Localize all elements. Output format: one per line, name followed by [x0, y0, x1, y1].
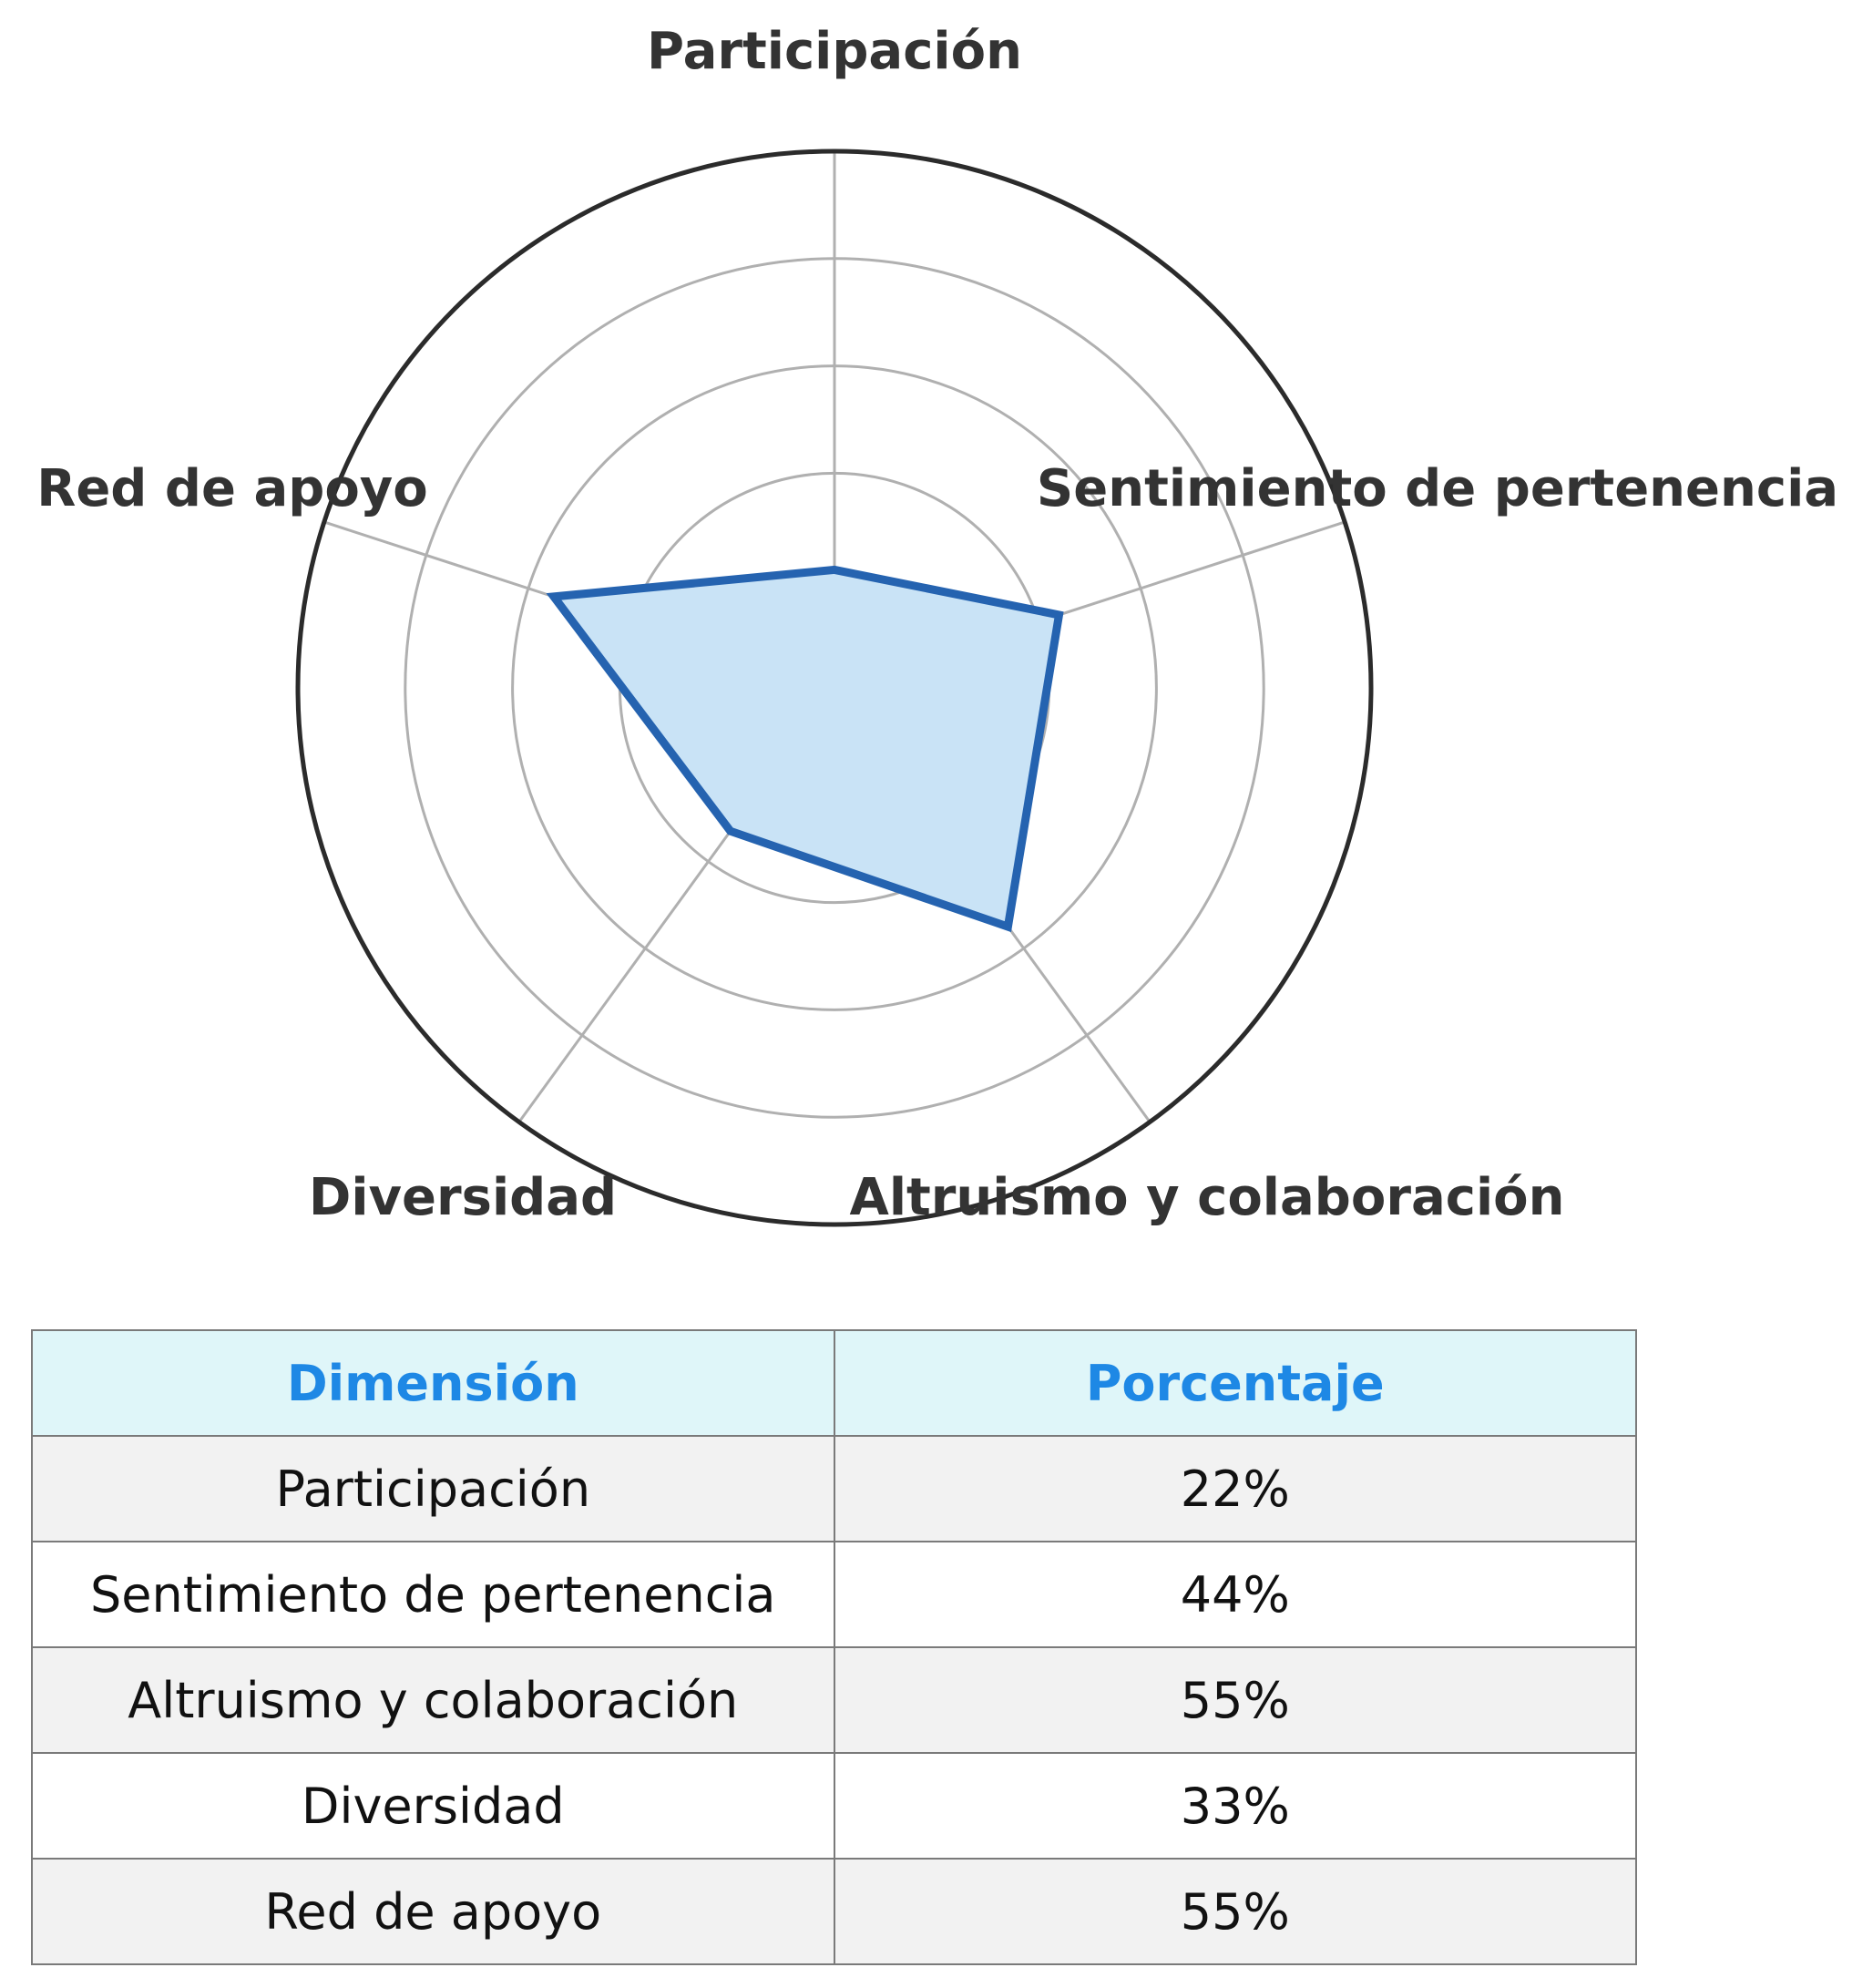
- axis-label: Sentimiento de pertenencia: [1037, 459, 1838, 518]
- table-cell-percentage: 33%: [833, 1752, 1637, 1860]
- table-cell-dimension: Diversidad: [31, 1752, 835, 1860]
- radar-chart: Participación Sentimiento de pertenencia A…: [36, 22, 1838, 1227]
- table-cell-percentage: 55%: [833, 1858, 1637, 1965]
- outer-ring: [295, 149, 1374, 1227]
- table-cell-dimension: Altruismo y colaboración: [31, 1646, 835, 1754]
- table-row: Altruismo y colaboración 55%: [31, 1646, 1637, 1754]
- axis-label: Altruismo y colaboración: [850, 1168, 1565, 1227]
- series-polygon: [546, 565, 1064, 933]
- axis-label: Participación: [647, 22, 1022, 81]
- header-percentage: Porcentaje: [833, 1329, 1637, 1437]
- header-dimension: Dimensión: [31, 1329, 835, 1437]
- table-cell-dimension: Red de apoyo: [31, 1858, 835, 1965]
- table-row: Sentimiento de pertenencia 44%: [31, 1541, 1637, 1648]
- data-table: Dimensión Porcentaje Participación 22% S…: [31, 1329, 1637, 1965]
- axis-labels: Participación Sentimiento de pertenencia A…: [36, 22, 1838, 1227]
- table-row: Diversidad 33%: [31, 1752, 1637, 1860]
- table-cell-percentage: 44%: [833, 1541, 1637, 1648]
- table-cell-dimension: Participación: [31, 1435, 835, 1542]
- axis-label: Diversidad: [309, 1168, 617, 1227]
- table-header-row: Dimensión Porcentaje: [31, 1329, 1637, 1437]
- table-cell-percentage: 55%: [833, 1646, 1637, 1754]
- table-cell-percentage: 22%: [833, 1435, 1637, 1542]
- table-cell-dimension: Sentimiento de pertenencia: [31, 1541, 835, 1648]
- axis-label: Red de apoyo: [36, 459, 428, 518]
- table-row: Participación 22%: [31, 1435, 1637, 1542]
- table-row: Red de apoyo 55%: [31, 1858, 1637, 1965]
